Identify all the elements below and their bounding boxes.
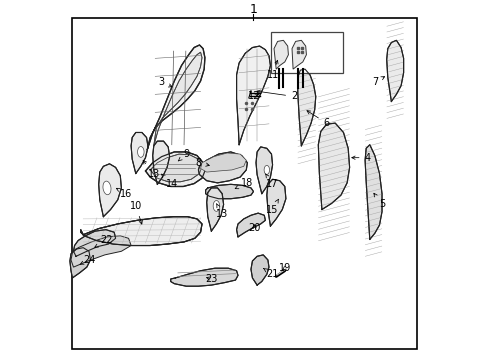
Polygon shape	[386, 40, 403, 102]
Ellipse shape	[103, 181, 111, 195]
Polygon shape	[147, 45, 204, 149]
Text: 10: 10	[129, 201, 142, 224]
Polygon shape	[236, 46, 270, 145]
Polygon shape	[70, 248, 90, 278]
Bar	[271, 32, 342, 73]
Ellipse shape	[264, 166, 269, 175]
Text: 19: 19	[278, 263, 290, 273]
Text: 9: 9	[178, 149, 189, 161]
Polygon shape	[236, 213, 265, 237]
Text: 5: 5	[373, 193, 385, 210]
Text: 20: 20	[248, 222, 260, 233]
Polygon shape	[365, 145, 381, 239]
Text: 3: 3	[158, 77, 172, 87]
Polygon shape	[81, 217, 202, 246]
Polygon shape	[256, 147, 272, 194]
Polygon shape	[266, 179, 285, 226]
Polygon shape	[206, 188, 223, 231]
Text: 4: 4	[351, 153, 370, 163]
Ellipse shape	[137, 147, 144, 157]
Polygon shape	[153, 52, 202, 146]
Text: 1: 1	[249, 3, 257, 15]
Polygon shape	[170, 268, 238, 286]
Text: 21: 21	[263, 269, 278, 279]
Polygon shape	[131, 132, 148, 174]
Polygon shape	[71, 236, 131, 267]
Polygon shape	[291, 40, 306, 69]
Polygon shape	[297, 69, 315, 146]
Text: 2: 2	[257, 90, 297, 102]
Text: 24: 24	[80, 255, 95, 265]
Text: 8: 8	[195, 158, 209, 168]
Ellipse shape	[213, 201, 219, 211]
Polygon shape	[99, 164, 121, 217]
Polygon shape	[150, 154, 202, 182]
Polygon shape	[73, 230, 115, 256]
Text: 11: 11	[266, 60, 278, 80]
Text: 18: 18	[235, 178, 253, 189]
Polygon shape	[145, 152, 204, 186]
Text: 23: 23	[205, 274, 217, 284]
Polygon shape	[152, 141, 169, 184]
Text: 7: 7	[371, 77, 384, 87]
Polygon shape	[250, 255, 268, 285]
Text: 13: 13	[216, 204, 228, 219]
Text: 22: 22	[95, 235, 113, 247]
Text: 14: 14	[161, 174, 178, 189]
Polygon shape	[205, 184, 253, 199]
Text: 6: 6	[306, 111, 329, 128]
Polygon shape	[273, 40, 288, 69]
Text: 13: 13	[143, 161, 160, 179]
Text: 12: 12	[248, 91, 260, 102]
Text: 17: 17	[265, 174, 278, 189]
Polygon shape	[200, 153, 246, 172]
Text: 15: 15	[266, 199, 278, 215]
Polygon shape	[318, 123, 349, 210]
Polygon shape	[198, 152, 247, 183]
Text: 16: 16	[116, 188, 132, 199]
